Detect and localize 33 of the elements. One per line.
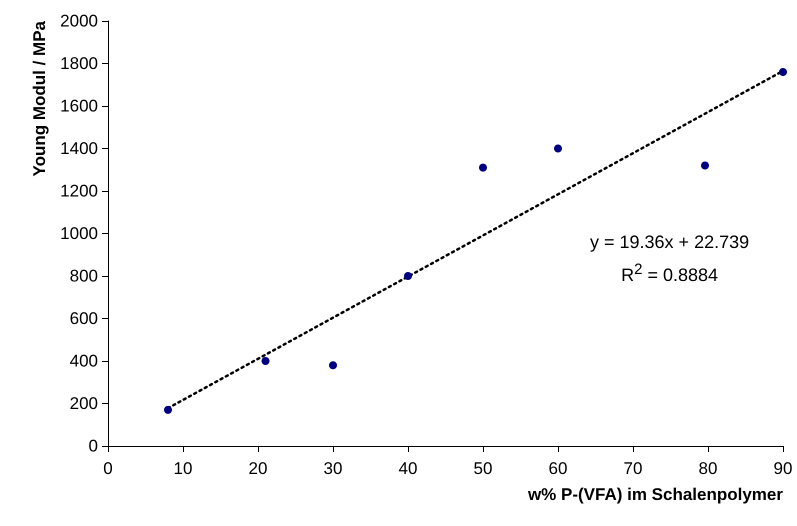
y-axis-title: Young Modul / MPa <box>30 20 49 176</box>
x-tick-label: 10 <box>174 459 192 478</box>
y-tick-label: 0 <box>88 436 98 456</box>
x-tick-label: 30 <box>324 459 342 478</box>
y-tick-label: 1000 <box>60 224 98 243</box>
x-tick-label: 70 <box>624 459 642 478</box>
point <box>701 162 709 170</box>
x-axis-title: w% P-(VFA) im Schalenpolymer <box>526 485 784 504</box>
y-tick-label: 2000 <box>60 12 98 30</box>
y-tick-label: 1800 <box>60 54 98 73</box>
y-tick-label: 1200 <box>60 182 98 200</box>
point <box>164 406 172 414</box>
point <box>329 361 337 370</box>
x-tick-label: 0 <box>103 459 113 478</box>
annotation: R$^{2}$ = 0.8884 <box>620 260 720 287</box>
y-tick-label: 800 <box>70 266 98 286</box>
x-tick-label: 90 <box>774 459 792 478</box>
x-tick-label: 50 <box>474 459 492 478</box>
point <box>404 272 412 280</box>
y-tick-label: 1600 <box>60 96 98 116</box>
point <box>554 144 562 152</box>
y-tick-label: 600 <box>70 309 98 328</box>
x-tick-label: 60 <box>548 459 568 478</box>
annotation: y = 19.36x + 22.739 <box>590 231 750 254</box>
y-tick-label: 200 <box>70 394 98 413</box>
point <box>262 357 270 365</box>
point <box>779 68 787 76</box>
point <box>479 164 487 172</box>
y-tick-label: 400 <box>70 352 98 370</box>
x-tick-label: 20 <box>248 459 268 478</box>
y-tick-label: 1400 <box>60 139 98 158</box>
x-tick-label: 40 <box>398 459 418 478</box>
x-tick-label: 80 <box>698 459 718 478</box>
